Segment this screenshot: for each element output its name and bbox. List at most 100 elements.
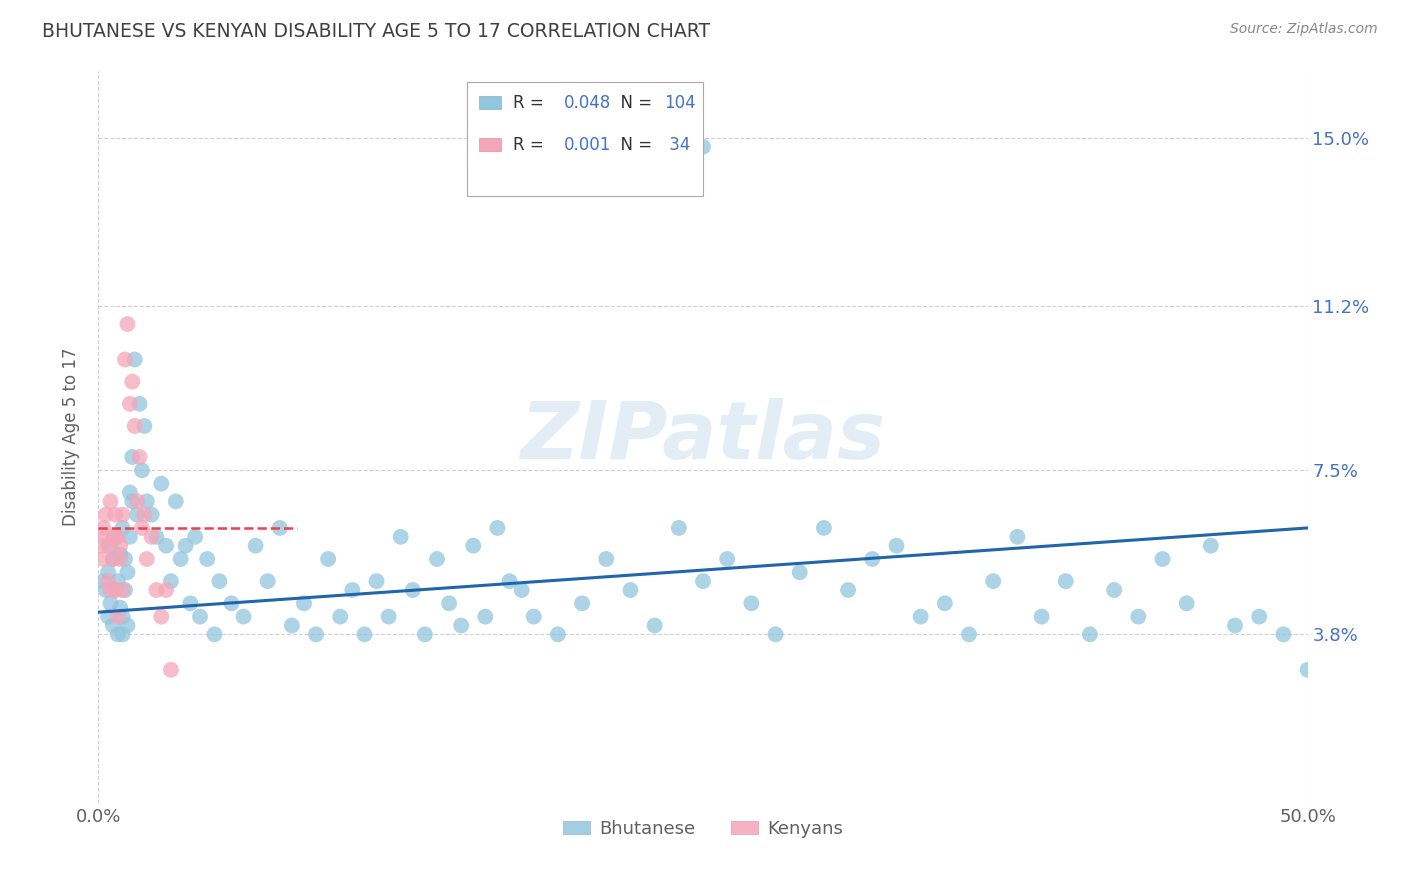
Point	[692, 574, 714, 589]
Point	[740, 596, 762, 610]
Point	[118, 397, 141, 411]
Point	[486, 521, 509, 535]
Point	[342, 582, 364, 597]
Point	[114, 352, 136, 367]
Point	[1272, 627, 1295, 641]
Point	[269, 521, 291, 535]
FancyBboxPatch shape	[467, 82, 703, 195]
Point	[1102, 582, 1125, 597]
Point	[1249, 609, 1271, 624]
Point	[145, 582, 167, 597]
Point	[281, 618, 304, 632]
Point	[131, 521, 153, 535]
Point	[94, 508, 117, 522]
Point	[1128, 609, 1150, 624]
Point	[108, 539, 131, 553]
Point	[1031, 609, 1053, 624]
Point	[134, 508, 156, 522]
Point	[256, 574, 278, 589]
Point	[141, 508, 163, 522]
Point	[886, 539, 908, 553]
Point	[141, 530, 163, 544]
Point	[437, 596, 460, 610]
Point	[107, 574, 129, 589]
Point	[108, 600, 131, 615]
Point	[523, 609, 546, 624]
Point	[837, 582, 859, 597]
Point	[169, 552, 191, 566]
Point	[174, 539, 197, 553]
Point	[245, 539, 267, 553]
Point	[101, 552, 124, 566]
Point	[619, 582, 641, 597]
Text: R =: R =	[513, 94, 550, 112]
Point	[160, 574, 183, 589]
Point	[160, 663, 183, 677]
Point	[402, 582, 425, 597]
Text: N =: N =	[610, 94, 657, 112]
Point	[934, 596, 956, 610]
Point	[474, 609, 496, 624]
Point	[510, 582, 533, 597]
Point	[450, 618, 472, 632]
Point	[104, 582, 127, 597]
Point	[1296, 663, 1319, 677]
Point	[150, 609, 173, 624]
Point	[97, 574, 120, 589]
Point	[204, 627, 226, 641]
Point	[208, 574, 231, 589]
Point	[111, 609, 134, 624]
Point	[188, 609, 211, 624]
Point	[692, 139, 714, 153]
Point	[195, 552, 218, 566]
Point	[107, 627, 129, 641]
Point	[426, 552, 449, 566]
Point	[121, 375, 143, 389]
Point	[127, 494, 149, 508]
Point	[547, 627, 569, 641]
Point	[117, 618, 139, 632]
Text: ZIPatlas: ZIPatlas	[520, 398, 886, 476]
Point	[981, 574, 1004, 589]
Point	[716, 552, 738, 566]
Point	[595, 552, 617, 566]
Point	[101, 530, 124, 544]
Point	[135, 552, 157, 566]
Point	[1175, 596, 1198, 610]
Point	[111, 627, 134, 641]
Text: 0.001: 0.001	[564, 136, 612, 153]
Point	[1199, 539, 1222, 553]
Point	[353, 627, 375, 641]
Point	[329, 609, 352, 624]
Point	[111, 582, 134, 597]
Point	[463, 539, 485, 553]
Point	[1152, 552, 1174, 566]
Point	[668, 521, 690, 535]
Point	[94, 582, 117, 597]
Bar	[479, 96, 501, 110]
Point	[789, 566, 811, 580]
Point	[145, 530, 167, 544]
Point	[377, 609, 399, 624]
Point	[765, 627, 787, 641]
Point	[124, 419, 146, 434]
Point	[111, 508, 134, 522]
Point	[305, 627, 328, 641]
Point	[107, 609, 129, 624]
Point	[91, 521, 114, 535]
Point	[104, 530, 127, 544]
Point	[1054, 574, 1077, 589]
Point	[100, 539, 122, 553]
Point	[1078, 627, 1101, 641]
Point	[107, 530, 129, 544]
Point	[150, 476, 173, 491]
Point	[644, 618, 666, 632]
Point	[114, 552, 136, 566]
Point	[134, 419, 156, 434]
Point	[128, 397, 150, 411]
Point	[108, 548, 131, 562]
Bar	[479, 138, 501, 151]
Text: R =: R =	[513, 136, 550, 153]
Point	[100, 494, 122, 508]
Point	[97, 609, 120, 624]
